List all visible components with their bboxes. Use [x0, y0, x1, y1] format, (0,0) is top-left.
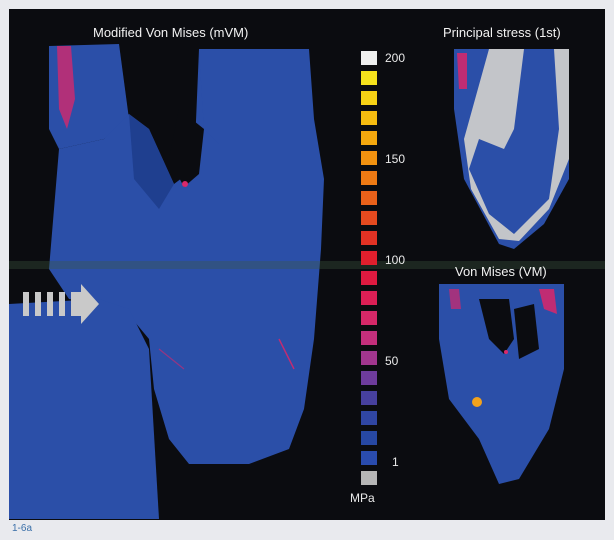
colorbar-swatch	[361, 331, 377, 345]
colorbar-swatch	[361, 91, 377, 105]
notch-stress-point	[182, 181, 188, 187]
mvm-model-illustration	[9, 44, 605, 519]
colorbar-swatch	[361, 191, 377, 205]
principal-stress-model	[454, 49, 569, 249]
colorbar-swatch	[361, 451, 377, 465]
tick-200: 200	[385, 51, 406, 65]
colorbar-swatch	[361, 391, 377, 405]
crown-notch	[169, 109, 204, 187]
top-right-panel-title: Principal stress (1st)	[443, 25, 561, 40]
colorbar-swatch	[361, 431, 377, 445]
colorbar-swatch	[361, 111, 377, 125]
colorbar-swatch	[361, 71, 377, 85]
stress-line	[278, 338, 295, 370]
lower-left-segment	[9, 299, 159, 519]
colorbar-swatch	[361, 311, 377, 325]
colorbar-swatch	[361, 251, 377, 265]
colorbar-swatch	[361, 371, 377, 385]
colorbar-swatch	[361, 211, 377, 225]
colorbar-swatch	[361, 351, 377, 365]
colorbar-swatch	[361, 151, 377, 165]
scan-band	[9, 261, 605, 269]
colorbar	[358, 51, 380, 485]
bottom-right-panel-title: Von Mises (VM)	[455, 264, 547, 279]
colorbar-swatch	[361, 411, 377, 425]
load-arrow	[23, 284, 99, 324]
colorbar-swatch	[361, 271, 377, 285]
crown-shade	[129, 114, 174, 209]
colorbar-unit: MPa	[350, 491, 375, 505]
tick-150: 150	[385, 152, 406, 166]
main-panel-title: Modified Von Mises (mVM)	[93, 25, 249, 40]
von-mises-model	[439, 284, 564, 484]
colorbar-swatch	[361, 51, 377, 65]
stress-line	[158, 348, 185, 370]
tick-100: 100	[385, 253, 406, 267]
figure-label: 1-6a	[12, 523, 33, 534]
colorbar-swatch	[361, 171, 377, 185]
right-upper-lobe	[199, 49, 249, 144]
colorbar-swatch	[361, 471, 377, 485]
upper-left-pink-edge	[57, 46, 75, 129]
tick-50: 50	[385, 354, 399, 368]
colorbar-swatch	[361, 131, 377, 145]
tick-1: 1	[392, 455, 399, 469]
stress-figure: Modified Von Mises (mVM) Principal stres…	[9, 9, 605, 520]
crown-body	[49, 49, 324, 464]
colorbar-swatch	[361, 291, 377, 305]
colorbar-swatch	[361, 231, 377, 245]
